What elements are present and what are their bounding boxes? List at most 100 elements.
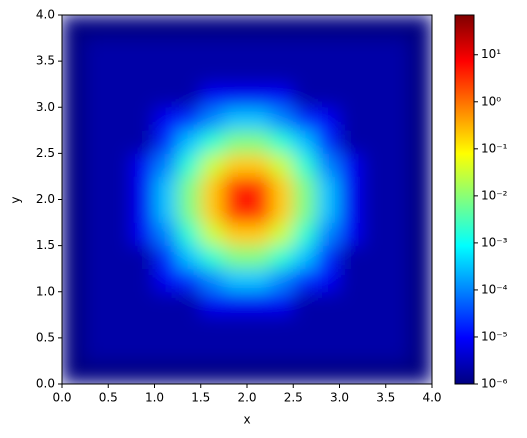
heatmap-cell: [316, 360, 340, 384]
heatmap-cell: [362, 83, 387, 108]
heatmap-cell: [223, 60, 248, 85]
heatmap-cell: [292, 222, 317, 246]
heatmap-cell: [131, 83, 155, 108]
heatmap-cell: [107, 268, 132, 293]
heatmap-cell: [362, 360, 387, 384]
heatmap-cell: [408, 15, 432, 39]
heatmap-cell: [154, 37, 178, 62]
heatmap-cell: [339, 314, 363, 339]
heatmap-cell: [316, 37, 340, 62]
heatmap-cell: [154, 199, 178, 223]
x-tick-label: 3.5: [376, 391, 395, 405]
heatmap-cell: [200, 291, 225, 316]
heatmap-cell: [269, 314, 294, 339]
heatmap-cell: [200, 314, 225, 339]
heatmap-cell: [84, 106, 109, 131]
heatmap-cell: [84, 83, 109, 108]
heatmap-cell: [154, 130, 178, 154]
y-tick-label: 0.0: [36, 377, 55, 391]
heatmap-cell: [177, 60, 202, 85]
heatmap-cell: [246, 83, 271, 108]
heatmap-cell: [154, 176, 178, 200]
heatmap-cell: [316, 314, 340, 339]
heatmap: [62, 15, 432, 384]
heatmap-cell: [62, 222, 86, 246]
heatmap-cell: [131, 130, 155, 154]
heatmap-cell: [339, 199, 363, 223]
heatmap-cell: [62, 153, 86, 177]
heatmap-cell: [269, 106, 294, 131]
heatmap-cell: [339, 60, 363, 85]
heatmap-cell: [84, 314, 109, 339]
y-tick-label: 2.5: [36, 146, 55, 160]
heatmap-cell: [223, 83, 248, 108]
heatmap-cell: [107, 245, 132, 269]
heatmap-cell: [385, 106, 410, 131]
heatmap-cell: [223, 106, 248, 131]
heatmap-cell: [339, 153, 363, 177]
heatmap-cell: [107, 83, 132, 108]
heatmap-cell: [339, 337, 363, 362]
heatmap-cell: [223, 176, 248, 200]
heatmap-cell: [177, 199, 202, 223]
heatmap-cell: [62, 337, 86, 362]
heatmap-cell: [385, 268, 410, 293]
heatmap-cell: [316, 176, 340, 200]
heatmap-cell: [84, 153, 109, 177]
heatmap-cell: [269, 130, 294, 154]
heatmap-cell: [131, 222, 155, 246]
heatmap-cell: [316, 337, 340, 362]
heatmap-cell: [339, 15, 363, 39]
heatmap-cell: [246, 176, 271, 200]
heatmap-cell: [154, 106, 178, 131]
heatmap-cell: [62, 15, 86, 39]
heatmap-cell: [246, 314, 271, 339]
heatmap-cell: [408, 337, 432, 362]
heatmap-cell: [107, 37, 132, 62]
heatmap-cell: [131, 15, 155, 39]
heatmap-cell: [339, 176, 363, 200]
y-tick-label: 4.0: [36, 8, 55, 22]
heatmap-cell: [177, 37, 202, 62]
heatmap-cell: [269, 360, 294, 384]
heatmap-cell: [62, 314, 86, 339]
heatmap-cell: [177, 337, 202, 362]
heatmap-cell: [223, 222, 248, 246]
heatmap-cell: [200, 360, 225, 384]
heatmap-cell: [177, 291, 202, 316]
heatmap-cell: [84, 15, 109, 39]
heatmap-cell: [362, 245, 387, 269]
heatmap-cell: [339, 130, 363, 154]
heatmap-cell: [177, 106, 202, 131]
heatmap-cell: [84, 222, 109, 246]
heatmap-cell: [246, 37, 271, 62]
heatmap-cell: [292, 60, 317, 85]
heatmap-cell: [408, 130, 432, 154]
heatmap-cell: [269, 37, 294, 62]
heatmap-cell: [339, 245, 363, 269]
heatmap-cell: [84, 37, 109, 62]
heatmap-cell: [292, 314, 317, 339]
x-tick-label: 4.0: [422, 391, 441, 405]
heatmap-cell: [269, 15, 294, 39]
heatmap-cell: [385, 60, 410, 85]
heatmap-cell: [131, 37, 155, 62]
heatmap-cell: [385, 130, 410, 154]
colorbar-tick-label: 10⁻²: [481, 188, 508, 202]
heatmap-cell: [62, 60, 86, 85]
heatmap-cell: [385, 337, 410, 362]
heatmap-cell: [292, 153, 317, 177]
heatmap-cell: [154, 15, 178, 39]
heatmap-cell: [131, 60, 155, 85]
heatmap-cell: [200, 130, 225, 154]
y-tick-label: 3.5: [36, 54, 55, 68]
heatmap-cell: [154, 153, 178, 177]
heatmap-cell: [223, 153, 248, 177]
heatmap-cell: [177, 83, 202, 108]
heatmap-cell: [223, 291, 248, 316]
heatmap-cell: [107, 106, 132, 131]
heatmap-cell: [200, 222, 225, 246]
heatmap-cell: [408, 176, 432, 200]
y-tick-label: 2.0: [36, 192, 55, 206]
heatmap-cell: [177, 15, 202, 39]
